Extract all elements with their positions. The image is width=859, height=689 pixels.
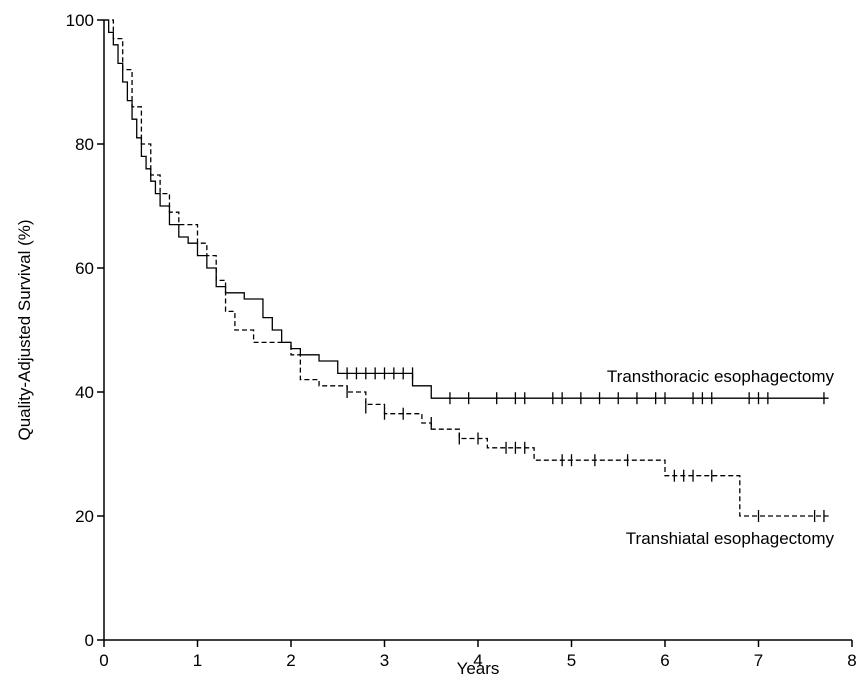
x-tick-label: 4 (473, 651, 482, 670)
series-label: Transthoracic esophagectomy (607, 367, 835, 386)
x-tick-label: 8 (847, 651, 856, 670)
y-tick-label: 0 (85, 631, 94, 650)
y-tick-label: 60 (75, 259, 94, 278)
survival-line (104, 19, 829, 399)
x-tick-label: 7 (754, 651, 763, 670)
y-tick-label: 100 (66, 11, 94, 30)
y-axis-label: Quality-Adjusted Survival (%) (15, 219, 34, 440)
x-tick-label: 3 (380, 651, 389, 670)
series-label: Transhiatal esophagectomy (626, 529, 835, 548)
x-tick-label: 2 (286, 651, 295, 670)
x-tick-label: 6 (660, 651, 669, 670)
x-tick-label: 0 (99, 651, 108, 670)
x-tick-label: 1 (193, 651, 202, 670)
y-tick-label: 40 (75, 383, 94, 402)
y-tick-label: 20 (75, 507, 94, 526)
y-tick-label: 80 (75, 135, 94, 154)
x-tick-label: 5 (567, 651, 576, 670)
x-axis-label: Years (457, 659, 500, 678)
